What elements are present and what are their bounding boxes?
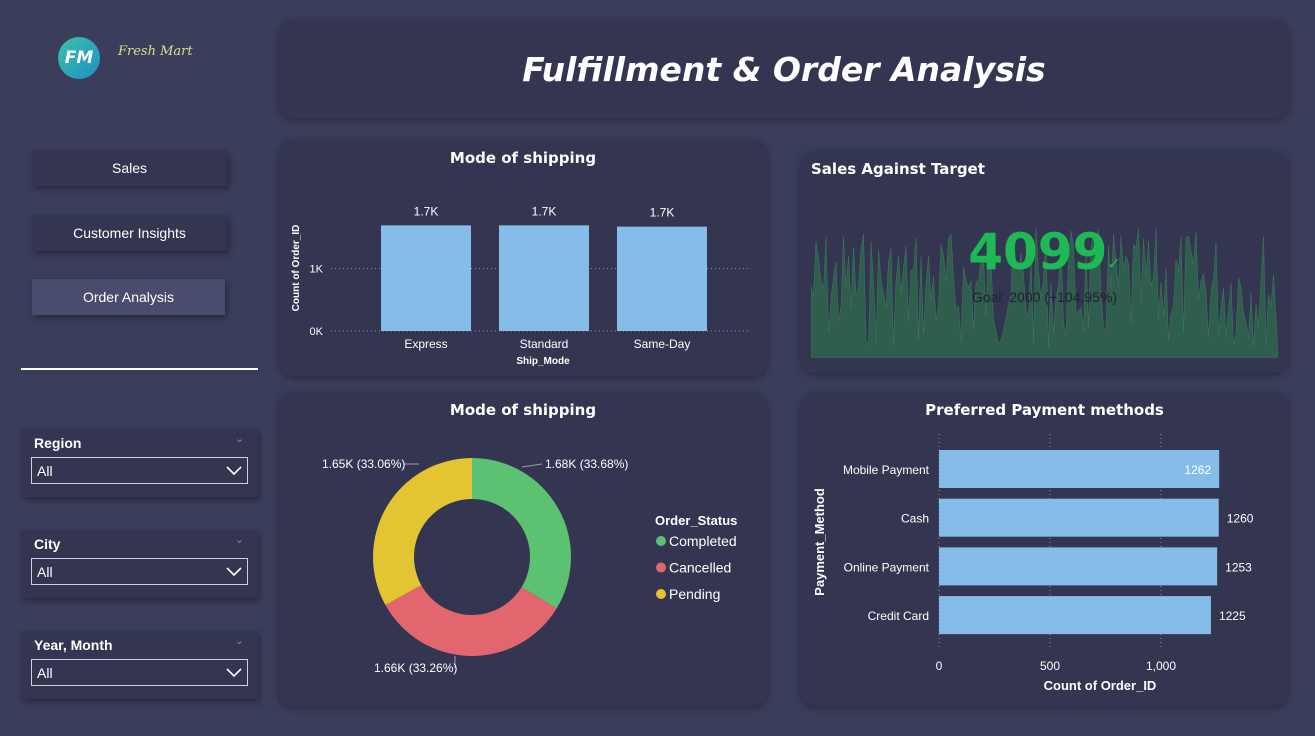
legend-marker bbox=[656, 589, 666, 599]
shipping-bar[interactable] bbox=[499, 225, 589, 331]
kpi-value: 4099 bbox=[968, 223, 1108, 281]
y-tick-label: Cash bbox=[901, 512, 929, 526]
city-dropdown-value: All bbox=[37, 563, 53, 580]
x-axis-title: Ship_Mode bbox=[516, 356, 570, 367]
kpi-value-wrap: 4099✓ bbox=[801, 223, 1288, 281]
donut-slice[interactable] bbox=[385, 585, 557, 656]
kpi-goal: Goal: 2000 (+104.95%) bbox=[971, 289, 1118, 305]
payment-methods-title: Preferred Payment methods bbox=[925, 401, 1164, 419]
sales-target-card: Sales Against Target 4099✓ Goal: 2000 (+… bbox=[801, 151, 1288, 373]
y-axis-title: Count of Order_ID bbox=[291, 225, 302, 312]
city-slicer-label: City bbox=[34, 536, 61, 552]
chevron-down-icon bbox=[226, 466, 242, 476]
chevron-down-icon[interactable]: ⌄ bbox=[234, 432, 244, 445]
bar-data-label: 1.7K bbox=[650, 206, 675, 220]
legend-label[interactable]: Cancelled bbox=[669, 560, 731, 576]
x-tick-label: Standard bbox=[520, 337, 569, 351]
logo-text: FM bbox=[64, 48, 94, 68]
shipping-mode-title: Mode of shipping bbox=[449, 149, 597, 167]
order-status-title: Mode of shipping bbox=[449, 401, 597, 419]
city-slicer: City ⌄ All bbox=[21, 530, 258, 598]
year-month-slicer: Year, Month ⌄ All bbox=[21, 631, 258, 699]
chevron-down-icon bbox=[226, 668, 242, 678]
bar-data-label: 1.7K bbox=[414, 204, 439, 218]
region-dropdown-value: All bbox=[37, 462, 53, 479]
y-tick-label: Online Payment bbox=[844, 560, 930, 574]
fresh-mart-logo: FM bbox=[58, 37, 100, 79]
order-status-donut: 1.68K (33.68%) 1.66K (33.26%) 1.65K (33.06… bbox=[322, 457, 737, 675]
legend-marker bbox=[656, 536, 666, 546]
bar-data-label: 1262 bbox=[1184, 463, 1211, 477]
y-tick-label: 0K bbox=[310, 326, 324, 338]
bar-data-label: 1.7K bbox=[532, 204, 557, 218]
y-tick-label: Credit Card bbox=[868, 609, 929, 623]
payment-bar[interactable] bbox=[939, 498, 1219, 537]
slice-data-label: 1.65K (33.06%) bbox=[322, 457, 405, 471]
x-tick-label: Express bbox=[404, 337, 447, 351]
shipping-bar[interactable] bbox=[381, 225, 471, 331]
x-tick-label: 1,000 bbox=[1146, 659, 1176, 673]
year-month-slicer-label: Year, Month bbox=[34, 637, 113, 653]
payment-methods-chart: 0 500 1,000 Count of Order_ID Payment_Method… bbox=[812, 434, 1254, 693]
payment-bar[interactable] bbox=[939, 596, 1211, 635]
y-axis-title: Payment_Method bbox=[812, 488, 827, 596]
legend-label[interactable]: Pending bbox=[669, 586, 720, 602]
y-tick-label: 1K bbox=[310, 264, 324, 276]
year-month-dropdown[interactable]: All bbox=[31, 659, 248, 686]
slice-data-label: 1.66K (33.26%) bbox=[374, 661, 457, 675]
y-tick-label: Mobile Payment bbox=[843, 463, 930, 477]
shipping-bar[interactable] bbox=[617, 226, 707, 331]
nav-sales-button[interactable]: Sales bbox=[32, 150, 227, 186]
title-card: Fulfillment & Order Analysis bbox=[279, 20, 1289, 118]
x-tick-label: 0 bbox=[936, 659, 943, 673]
nav-order-analysis-button[interactable]: Order Analysis bbox=[32, 279, 225, 315]
sales-target-sparkline bbox=[811, 228, 1278, 358]
nav-customer-insights-button[interactable]: Customer Insights bbox=[32, 215, 227, 251]
x-tick-label: 500 bbox=[1040, 659, 1060, 673]
order-status-card: Mode of shipping 1.68K (33.68%) 1.66K (33… bbox=[279, 392, 767, 706]
shipping-mode-chart: 0K 1K Count of Order_ID Ship_Mode 1.7K Expres… bbox=[291, 204, 751, 367]
chevron-down-icon[interactable]: ⌄ bbox=[234, 533, 244, 546]
donut-slice[interactable] bbox=[373, 458, 472, 606]
region-slicer-label: Region bbox=[34, 435, 82, 451]
sales-target-title: Sales Against Target bbox=[811, 160, 985, 178]
page-title: Fulfillment & Order Analysis bbox=[522, 50, 1046, 89]
bar-data-label: 1260 bbox=[1227, 512, 1254, 526]
logo-script-text: Fresh Mart bbox=[118, 44, 193, 59]
chevron-down-icon[interactable]: ⌄ bbox=[234, 634, 244, 647]
chevron-down-icon bbox=[226, 567, 242, 577]
x-axis-title: Count of Order_ID bbox=[1044, 678, 1157, 693]
sparkline-area bbox=[811, 228, 1278, 358]
bar-data-label: 1225 bbox=[1219, 609, 1246, 623]
payment-bar[interactable] bbox=[939, 547, 1218, 586]
legend-title: Order_Status bbox=[655, 513, 737, 528]
slice-data-label: 1.68K (33.68%) bbox=[545, 457, 628, 471]
leader-line bbox=[521, 463, 543, 468]
year-month-dropdown-value: All bbox=[37, 664, 53, 681]
bar-data-label: 1253 bbox=[1225, 560, 1252, 574]
check-icon: ✓ bbox=[1107, 254, 1121, 273]
payment-methods-card: Preferred Payment methods 0 500 1,000 Count… bbox=[801, 392, 1288, 706]
city-dropdown[interactable]: All bbox=[31, 558, 248, 585]
sidebar-divider bbox=[21, 368, 258, 370]
legend-marker bbox=[656, 562, 666, 573]
payment-bar[interactable] bbox=[939, 450, 1220, 488]
region-slicer: Region ⌄ All bbox=[21, 429, 258, 497]
donut-slice[interactable] bbox=[472, 458, 571, 609]
region-dropdown[interactable]: All bbox=[31, 457, 248, 484]
shipping-mode-card: Mode of shipping 0K 1K Count of Order_ID Sh… bbox=[279, 140, 767, 376]
legend-label[interactable]: Completed bbox=[669, 533, 737, 549]
x-tick-label: Same-Day bbox=[634, 337, 691, 351]
